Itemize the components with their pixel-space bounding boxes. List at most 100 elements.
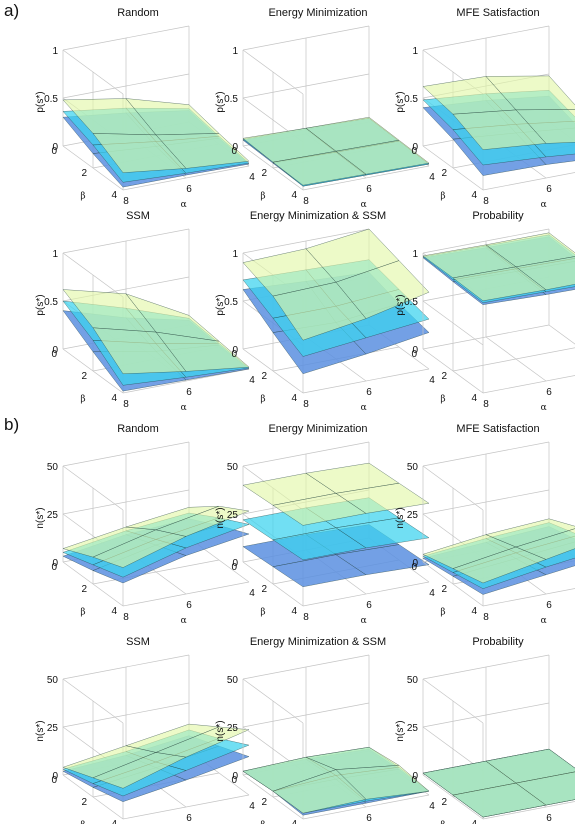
beta-tick-label: 0 [231, 349, 237, 360]
beta-tick-label: 2 [81, 168, 87, 179]
z-tick-label: 0 [52, 345, 58, 356]
beta-tick-label: 4 [291, 819, 297, 824]
alpha-axis-label: α [361, 200, 367, 210]
z-axis-label: p(s*) [395, 294, 406, 315]
surface-patch [155, 505, 250, 537]
alpha-tick-label: 8 [123, 612, 129, 623]
panel-title: MFE Satisfaction [456, 423, 539, 435]
surface-patch [515, 256, 575, 291]
beta-tick-label: 2 [261, 371, 267, 382]
z-tick-label: 50 [407, 675, 419, 686]
alpha-tick-label: 6 [186, 600, 192, 611]
z-tick-label: 50 [227, 675, 239, 686]
grid-line [482, 375, 575, 394]
panel-title: Probability [472, 210, 524, 222]
z-axis-label: n(s*) [395, 507, 406, 528]
beta-axis-label: β [80, 820, 85, 824]
beta-axis-label: β [440, 820, 445, 824]
alpha-tick-label: 4 [249, 801, 255, 812]
surface-patch [335, 517, 430, 549]
beta-tick-label: 0 [51, 349, 57, 360]
z-tick-label: 50 [47, 675, 59, 686]
panel-title: Energy Minimization [268, 423, 367, 435]
surface-patch [335, 139, 430, 175]
z-tick-label: 0.5 [44, 94, 58, 105]
alpha-tick-label: 4 [249, 172, 255, 183]
z-tick-label: 50 [227, 462, 239, 473]
z-tick-label: 25 [407, 510, 419, 521]
alpha-axis-label: α [541, 200, 547, 210]
alpha-tick-label: 8 [123, 399, 129, 410]
surface-patch [515, 109, 575, 144]
z-tick-label: 1 [52, 249, 58, 260]
surface-patch [335, 482, 430, 514]
panel-title: SSM [126, 210, 150, 222]
alpha-tick-label: 6 [366, 813, 372, 824]
beta-tick-label: 2 [441, 168, 447, 179]
beta-axis-label: β [80, 607, 85, 617]
z-tick-label: 0.5 [44, 297, 58, 308]
beta-tick-label: 4 [111, 190, 117, 201]
beta-tick-label: 4 [291, 190, 297, 201]
beta-tick-label: 0 [411, 775, 417, 786]
beta-axis-label: β [80, 191, 85, 201]
alpha-axis-label: α [361, 616, 367, 626]
panel-title: SSM [126, 636, 150, 648]
beta-tick-label: 2 [81, 584, 87, 595]
z-tick-label: 25 [227, 723, 239, 734]
alpha-tick-label: 8 [303, 399, 309, 410]
alpha-axis-label: α [181, 200, 187, 210]
beta-tick-label: 4 [471, 393, 477, 404]
z-axis-label: p(s*) [215, 294, 226, 315]
z-tick-label: 0 [412, 558, 418, 569]
z-tick-label: 25 [47, 510, 59, 521]
beta-tick-label: 4 [111, 393, 117, 404]
z-tick-label: 1 [412, 249, 418, 260]
z-tick-label: 0 [232, 771, 238, 782]
beta-axis-label: β [440, 607, 445, 617]
alpha-tick-label: 8 [303, 196, 309, 207]
beta-tick-label: 0 [51, 562, 57, 573]
z-axis-label: n(s*) [215, 720, 226, 741]
alpha-tick-label: 6 [366, 600, 372, 611]
alpha-tick-label: 4 [249, 588, 255, 599]
beta-tick-label: 0 [51, 146, 57, 157]
beta-axis-label: β [440, 394, 445, 404]
z-tick-label: 0.5 [404, 94, 418, 105]
surface-patch [335, 260, 430, 319]
z-tick-label: 0 [52, 142, 58, 153]
alpha-tick-label: 4 [249, 375, 255, 386]
panel-title: Random [117, 423, 159, 435]
beta-axis-label: β [260, 607, 265, 617]
panel-title: Energy Minimization & SSM [250, 210, 386, 222]
alpha-tick-label: 6 [186, 184, 192, 195]
z-axis-label: p(s*) [395, 91, 406, 112]
z-axis-label: n(s*) [35, 720, 46, 741]
beta-tick-label: 4 [111, 606, 117, 617]
beta-tick-label: 2 [441, 584, 447, 595]
alpha-tick-label: 8 [483, 612, 489, 623]
alpha-axis-label: α [181, 616, 187, 626]
beta-tick-label: 4 [471, 819, 477, 824]
z-axis-label: p(s*) [35, 294, 46, 315]
z-tick-label: 1 [232, 249, 238, 260]
alpha-tick-label: 4 [429, 588, 435, 599]
alpha-tick-label: 4 [429, 801, 435, 812]
beta-tick-label: 0 [231, 562, 237, 573]
beta-tick-label: 4 [291, 606, 297, 617]
beta-axis-label: β [260, 820, 265, 824]
z-tick-label: 0.5 [224, 297, 238, 308]
z-tick-label: 0 [232, 142, 238, 153]
z-axis-label: n(s*) [395, 720, 406, 741]
z-tick-label: 0 [232, 345, 238, 356]
panel-title: Probability [472, 636, 524, 648]
beta-axis-label: β [260, 191, 265, 201]
panel-4: SSM 0 0.5 1 p(s*) 0 2 4 β 8 6 4 α [35, 210, 255, 413]
surface-patch [485, 518, 575, 548]
surface-patch [155, 133, 250, 169]
